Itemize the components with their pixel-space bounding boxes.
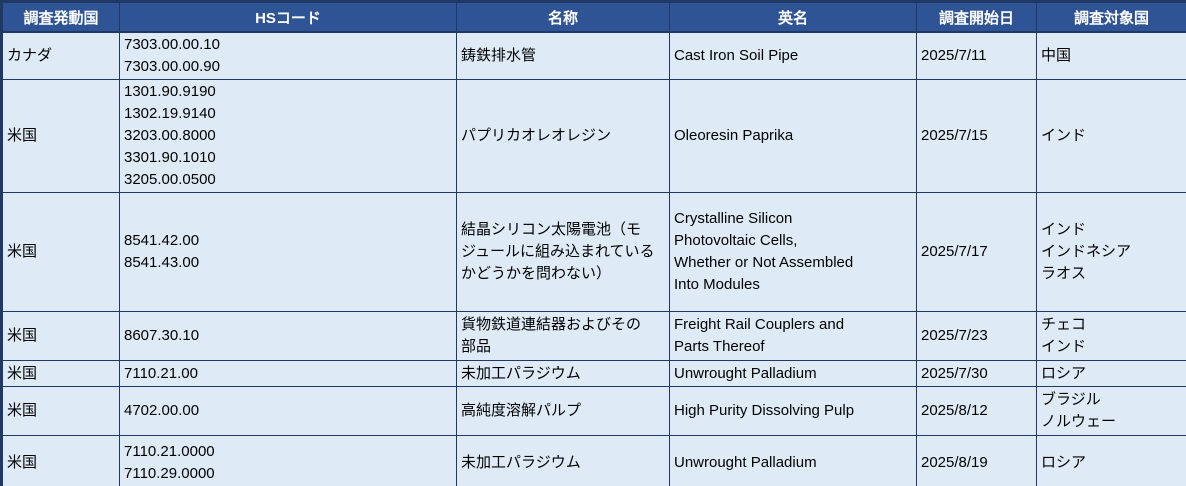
table-row: 米国 8541.42.00 8541.43.00 結晶シリコン太陽電池（モ ジュ… [1, 192, 1186, 312]
table-row: 米国 1301.90.9190 1302.19.9140 3203.00.800… [1, 79, 1186, 193]
table-row: 米国 4702.00.00 高純度溶解パルプ High Purity Disso… [1, 386, 1186, 436]
cell-start-date: 2025/7/11 [916, 31, 1037, 80]
cell-hs-codes: 8541.42.00 8541.43.00 [119, 192, 457, 312]
cell-hs-codes: 7303.00.00.10 7303.00.00.90 [119, 31, 457, 80]
table-row: 米国 7110.21.00 未加工パラジウム Unwrought Palladi… [1, 360, 1186, 387]
cell-name-en: Crystalline Silicon Photovoltaic Cells, … [669, 192, 917, 312]
col-header-name-en: 英名 [669, 1, 917, 33]
cell-name-en: Unwrought Palladium [669, 360, 917, 387]
cell-name-en: Cast Iron Soil Pipe [669, 31, 917, 80]
cell-name-en: Unwrought Palladium [669, 435, 917, 486]
cell-target-countries: ロシア [1036, 360, 1186, 387]
cell-target-countries: 中国 [1036, 31, 1186, 80]
cell-hs-codes: 1301.90.9190 1302.19.9140 3203.00.8000 3… [119, 79, 457, 193]
cell-initiating-country: 米国 [1, 386, 120, 436]
cell-name-ja: パプリカオレオレジン [456, 79, 670, 193]
table-row: 米国 7110.21.0000 7110.29.0000 未加工パラジウム Un… [1, 435, 1186, 486]
col-header-hs-code: HSコード [119, 1, 457, 33]
cell-start-date: 2025/7/30 [916, 360, 1037, 387]
cell-start-date: 2025/7/17 [916, 192, 1037, 312]
cell-hs-codes: 7110.21.00 [119, 360, 457, 387]
cell-hs-codes: 7110.21.0000 7110.29.0000 [119, 435, 457, 486]
cell-target-countries: インド インドネシア ラオス [1036, 192, 1186, 312]
table-header-row: 調査発動国 HSコード 名称 英名 調査開始日 調査対象国 [1, 1, 1186, 33]
col-header-target-country: 調査対象国 [1036, 1, 1186, 33]
cell-hs-codes: 8607.30.10 [119, 311, 457, 361]
cell-target-countries: ブラジル ノルウェー [1036, 386, 1186, 436]
cell-initiating-country: 米国 [1, 435, 120, 486]
col-header-name-ja: 名称 [456, 1, 670, 33]
cell-name-ja: 結晶シリコン太陽電池（モ ジュールに組み込まれている かどうかを問わない） [456, 192, 670, 312]
cell-start-date: 2025/8/12 [916, 386, 1037, 436]
col-header-initiating-country: 調査発動国 [1, 1, 120, 33]
col-header-start-date: 調査開始日 [916, 1, 1037, 33]
cell-initiating-country: 米国 [1, 79, 120, 193]
cell-name-en: Freight Rail Couplers and Parts Thereof [669, 311, 917, 361]
cell-target-countries: チェコ インド [1036, 311, 1186, 361]
cell-initiating-country: 米国 [1, 360, 120, 387]
cell-initiating-country: 米国 [1, 192, 120, 312]
cell-start-date: 2025/7/15 [916, 79, 1037, 193]
cell-start-date: 2025/8/19 [916, 435, 1037, 486]
cell-name-en: Oleoresin Paprika [669, 79, 917, 193]
cell-initiating-country: カナダ [1, 31, 120, 80]
table-row: 米国 8607.30.10 貨物鉄道連結器およびその 部品 Freight Ra… [1, 311, 1186, 361]
table-row: カナダ 7303.00.00.10 7303.00.00.90 鋳鉄排水管 Ca… [1, 31, 1186, 80]
cell-target-countries: インド [1036, 79, 1186, 193]
cell-target-countries: ロシア [1036, 435, 1186, 486]
cell-name-ja: 貨物鉄道連結器およびその 部品 [456, 311, 670, 361]
cell-name-ja: 鋳鉄排水管 [456, 31, 670, 80]
cell-name-ja: 未加工パラジウム [456, 435, 670, 486]
cell-name-ja: 未加工パラジウム [456, 360, 670, 387]
cell-name-ja: 高純度溶解パルプ [456, 386, 670, 436]
cell-start-date: 2025/7/23 [916, 311, 1037, 361]
cell-hs-codes: 4702.00.00 [119, 386, 457, 436]
cell-name-en: High Purity Dissolving Pulp [669, 386, 917, 436]
cell-initiating-country: 米国 [1, 311, 120, 361]
